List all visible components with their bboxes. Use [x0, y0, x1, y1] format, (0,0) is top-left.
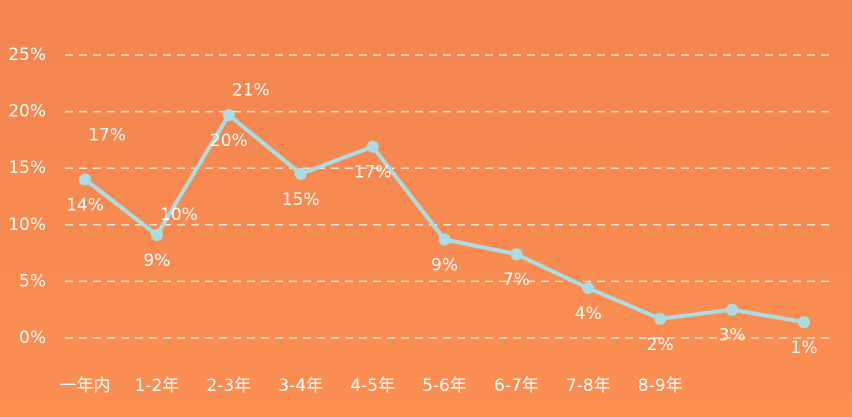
- x-tick-label: 2-3年: [206, 376, 251, 396]
- data-label: 17%: [88, 126, 126, 146]
- x-tick-label: 3-4年: [278, 376, 323, 396]
- y-tick-label: 10%: [8, 215, 46, 235]
- data-label: 1%: [791, 338, 818, 358]
- y-tick-label: 25%: [8, 45, 46, 65]
- point: [582, 282, 595, 295]
- y-tick-label: 15%: [8, 158, 46, 178]
- x-tick-label: 1-2年: [135, 376, 180, 396]
- point: [79, 173, 91, 186]
- data-label: 15%: [282, 190, 320, 210]
- data-label: 2%: [647, 335, 674, 355]
- data-label: 10%: [160, 205, 198, 225]
- data-label: 21%: [232, 80, 270, 100]
- x-tick-label: 5-6年: [422, 376, 467, 396]
- point: [510, 248, 523, 261]
- point: [222, 108, 235, 121]
- point: [366, 140, 379, 153]
- x-tick-label: 8-9年: [638, 376, 683, 396]
- point: [294, 167, 307, 180]
- data-label: 20%: [210, 131, 248, 151]
- y-tick-label: 20%: [8, 102, 46, 122]
- x-tick-label: 一年内: [60, 376, 111, 396]
- point: [654, 312, 667, 325]
- x-tick-label: 4-5年: [350, 376, 395, 396]
- data-label: 4%: [575, 304, 602, 324]
- y-tick-label: 5%: [19, 271, 46, 291]
- data-label: 9%: [143, 251, 170, 271]
- y-tick-label: 0%: [19, 328, 46, 348]
- data-label: 3%: [719, 326, 746, 346]
- data-label: 14%: [66, 196, 104, 216]
- point: [438, 233, 451, 246]
- data-label: 9%: [431, 256, 458, 276]
- point: [150, 228, 163, 241]
- point: [798, 316, 810, 329]
- x-tick-label: 7-8年: [566, 376, 611, 396]
- data-label: 17%: [354, 163, 392, 183]
- x-tick-label: 6-7年: [494, 376, 539, 396]
- data-label: 7%: [503, 270, 530, 290]
- point: [726, 303, 739, 316]
